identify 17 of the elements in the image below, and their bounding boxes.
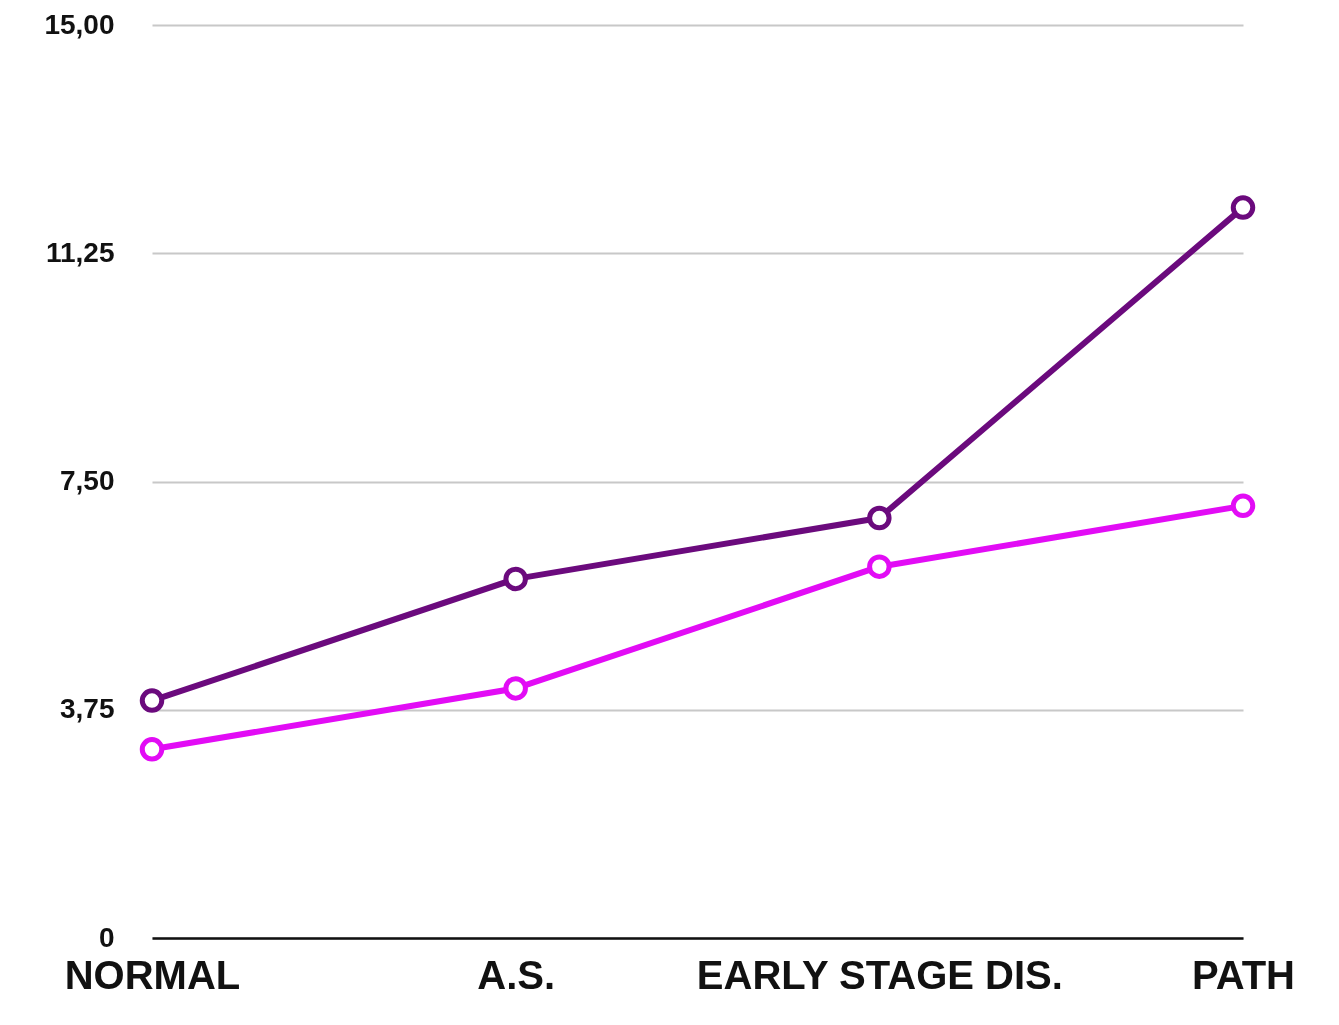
- x-tick-label: A.S.: [477, 952, 556, 997]
- x-tick-label: NORMAL: [64, 952, 241, 997]
- y-tick-label: 11,25: [45, 236, 115, 268]
- x-tick-label: PATH: [1192, 952, 1295, 997]
- point: [503, 566, 528, 592]
- point: [1230, 493, 1256, 519]
- y-tick-label: 7,50: [60, 465, 115, 496]
- point: [867, 505, 892, 531]
- x-tick-label: EARLY STAGE DIS.: [696, 952, 1063, 997]
- y-tick-label: 15,00: [44, 8, 115, 40]
- point: [139, 688, 165, 713]
- point: [503, 676, 528, 701]
- y-tick-label: 3,75: [60, 693, 115, 725]
- point: [139, 737, 165, 762]
- point: [867, 554, 892, 579]
- y-tick-label: 0: [98, 921, 115, 953]
- point: [1230, 195, 1256, 220]
